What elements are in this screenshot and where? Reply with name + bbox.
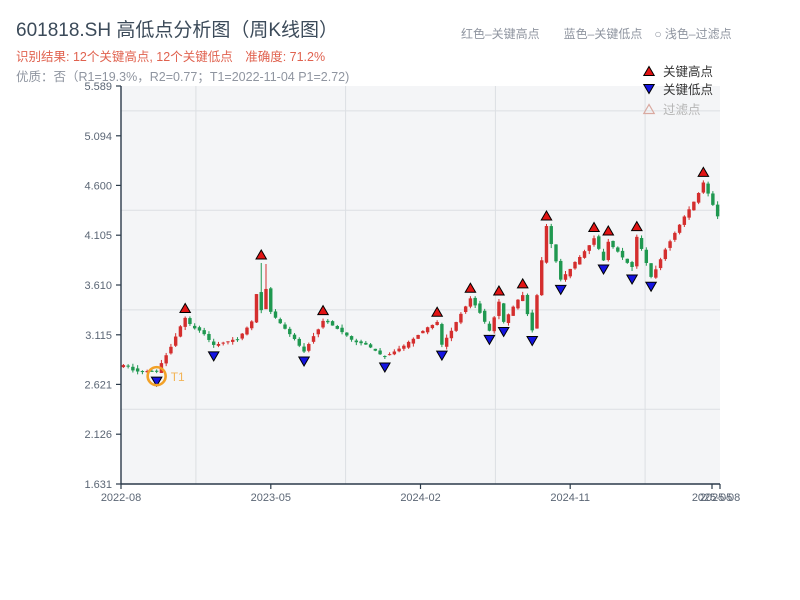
svg-text:2024-11: 2024-11 [550, 492, 590, 504]
svg-text:关键低点: 关键低点 [663, 83, 713, 97]
svg-text:2025-05: 2025-05 [692, 492, 732, 504]
svg-text:过滤点: 过滤点 [663, 103, 701, 117]
svg-text:3.610: 3.610 [84, 280, 112, 292]
svg-text:4.105: 4.105 [84, 230, 112, 242]
svg-text:3.115: 3.115 [85, 330, 112, 342]
svg-text:2023-05: 2023-05 [251, 492, 291, 504]
svg-text:T1: T1 [171, 370, 185, 384]
svg-text:2.621: 2.621 [84, 379, 112, 391]
svg-text:2022-08: 2022-08 [101, 492, 141, 504]
svg-text:关键高点: 关键高点 [663, 64, 713, 79]
svg-text:2.126: 2.126 [84, 429, 112, 441]
svg-text:5.589: 5.589 [84, 81, 112, 93]
svg-text:1.631: 1.631 [84, 479, 112, 491]
svg-text:5.094: 5.094 [84, 131, 112, 143]
svg-text:4.600: 4.600 [84, 180, 112, 192]
svg-text:2024-02: 2024-02 [400, 492, 440, 504]
